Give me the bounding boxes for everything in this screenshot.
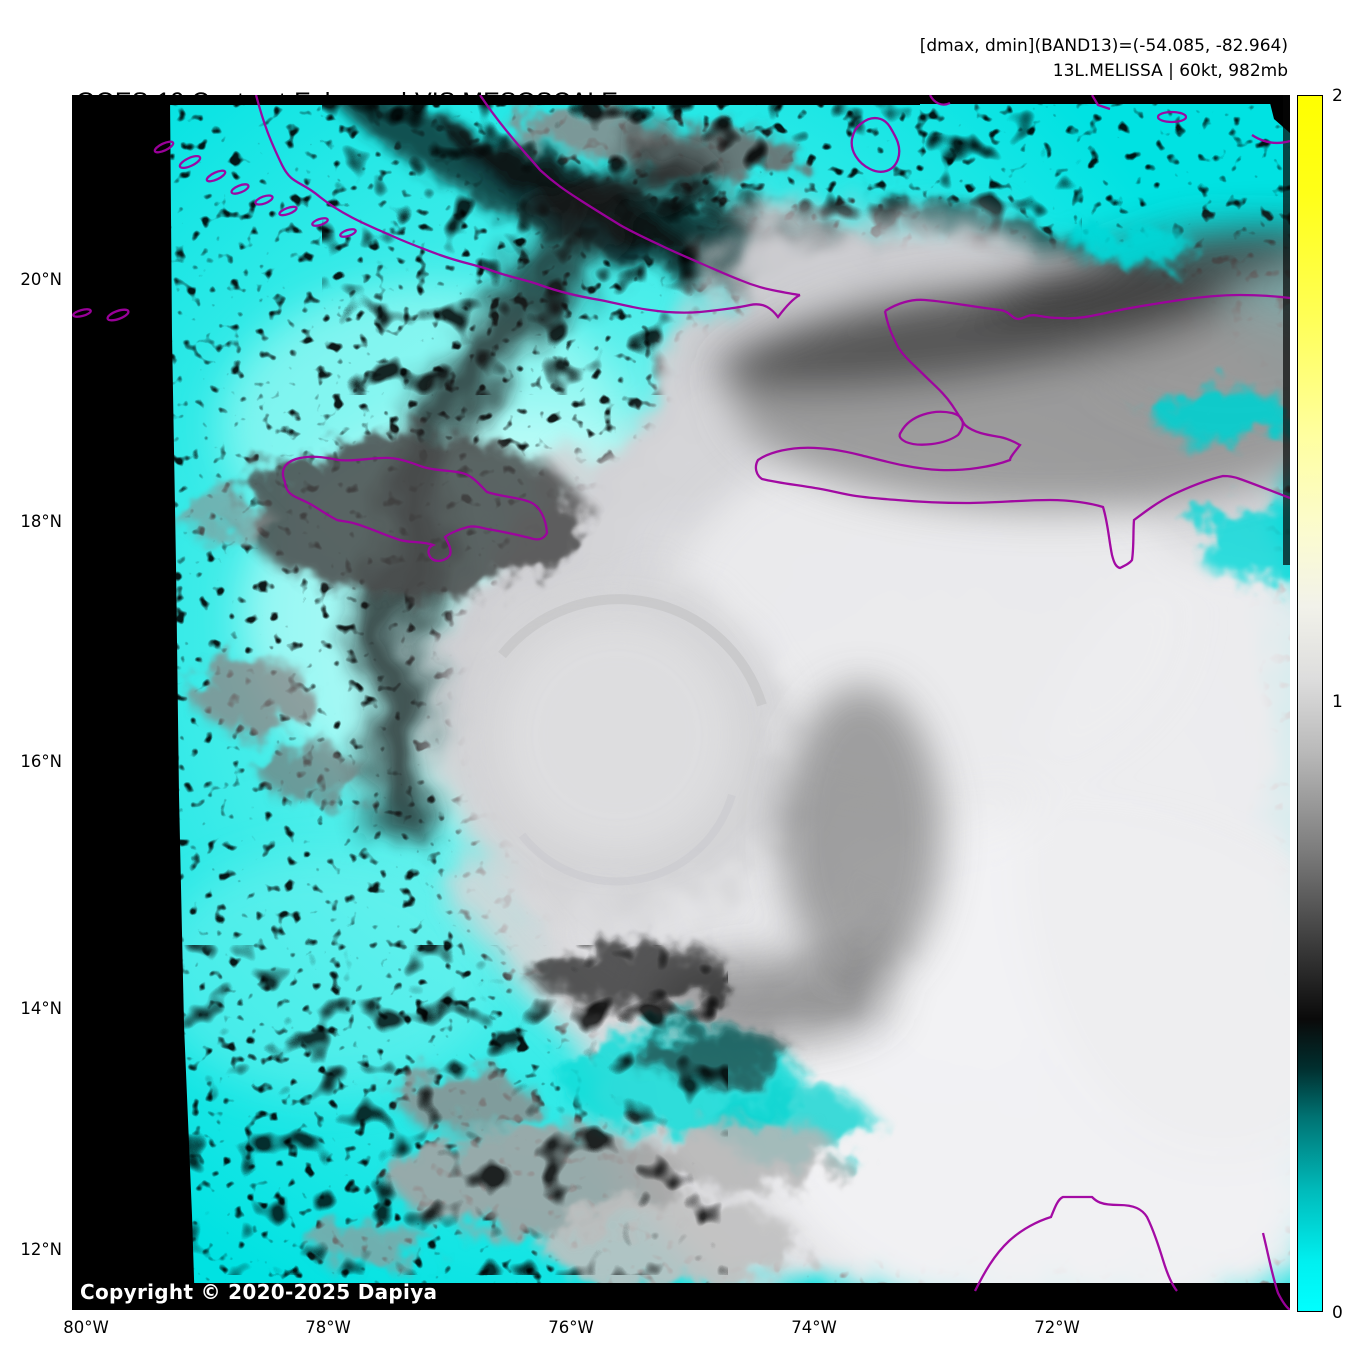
colorbar-label-1: 1 (1332, 692, 1343, 712)
coastline-bahamas-fragments (928, 95, 1290, 145)
lat-label-14n: 14°N (20, 999, 62, 1018)
jamaica-cloud-band (242, 435, 582, 595)
lat-label-20n: 20°N (20, 270, 62, 289)
lon-label-80w: 80°W (63, 1318, 109, 1337)
colorbar (1297, 95, 1323, 1312)
coastline-hispaniola-west (754, 310, 1290, 570)
lon-label-76w: 76°W (548, 1318, 594, 1337)
coastline-cayman-islets (72, 308, 130, 322)
spiral-band-1 (498, 594, 767, 707)
coastlines (72, 95, 1290, 1310)
coastline-hispaniola-north (884, 293, 1290, 321)
lat-label-18n: 18°N (20, 512, 62, 531)
coastline-cuba-north (479, 95, 801, 297)
coastline-gonave-island (898, 410, 964, 446)
coastline-jamaica (281, 455, 549, 562)
annotation-block: [dmax, dmin](BAND13)=(-54.085, -82.964) … (920, 34, 1288, 84)
spiral-band-2 (518, 793, 736, 886)
copyright-text: Copyright © 2020-2025 Dapiya (80, 1280, 438, 1304)
satellite-image: Copyright © 2020-2025 Dapiya (72, 95, 1290, 1310)
nodata-margins (72, 95, 1290, 1310)
coastline-cay-chain (153, 140, 357, 238)
lon-label-72w: 72°W (1034, 1318, 1080, 1337)
coastline-guajira (973, 1195, 1178, 1292)
topright-cyan-patches (1072, 225, 1290, 585)
band-minmax-annotation: [dmax, dmin](BAND13)=(-54.085, -82.964) (919, 36, 1288, 56)
coastline-cuba-south (254, 95, 801, 319)
lat-label-12n: 12°N (20, 1240, 62, 1259)
satellite-scene (72, 95, 1290, 1310)
lat-label-16n: 16°N (20, 752, 62, 771)
colorbar-label-0: 0 (1332, 1303, 1343, 1323)
storm-info-annotation: 13L.MELISSA | 60kt, 982mb (1052, 61, 1288, 81)
lon-label-78w: 78°W (305, 1318, 351, 1337)
lon-label-74w: 74°W (791, 1318, 837, 1337)
hurricane-core-highlight (499, 617, 735, 853)
colorbar-label-2: 2 (1332, 86, 1343, 106)
bottom-black-bar (72, 1283, 1290, 1310)
coastline-guajira-east (1261, 1232, 1290, 1310)
coastline-great-inagua (850, 116, 901, 173)
lower-cloud-speckle (168, 945, 728, 1275)
